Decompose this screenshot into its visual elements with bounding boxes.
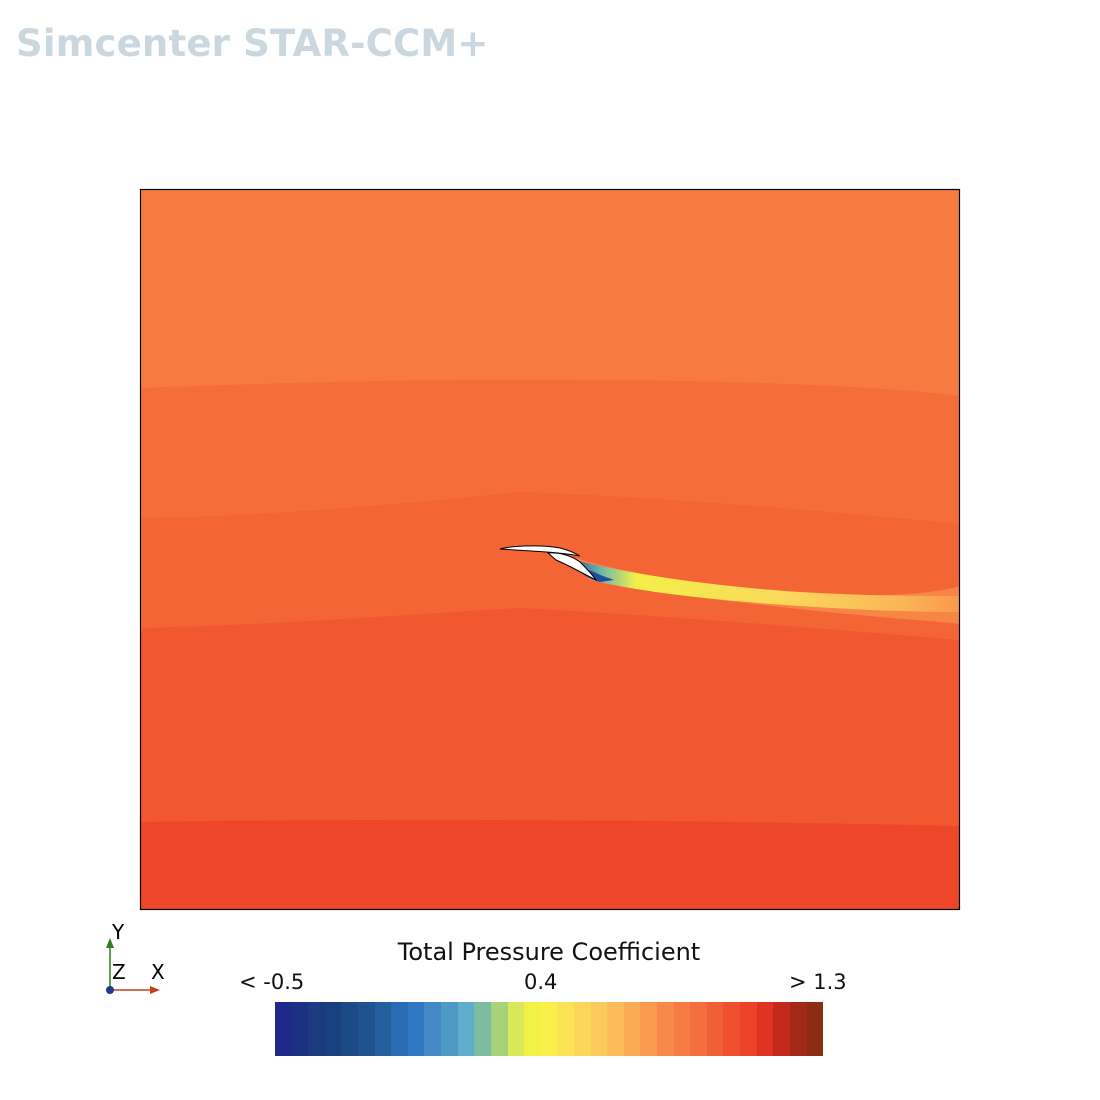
airfoil-flap-element: [546, 552, 598, 582]
colorbar-swatch: [341, 1002, 359, 1056]
field-band-5: [140, 819, 959, 909]
legend-min-label: < -0.5: [239, 970, 305, 994]
colorbar-swatch: [474, 1002, 491, 1056]
colorbar-swatch: [756, 1002, 774, 1056]
colorbar-swatch: [740, 1002, 757, 1056]
colorbar-swatch: [457, 1002, 475, 1056]
axis-label-z: Z: [112, 960, 126, 984]
colorbar-swatch: [275, 1002, 292, 1056]
legend-mid-label: 0.4: [524, 970, 558, 994]
colorbar-swatch: [490, 1002, 508, 1056]
colorbar-swatch: [640, 1002, 658, 1056]
colorbar-swatch: [673, 1002, 691, 1056]
colorbar-swatch: [441, 1002, 458, 1056]
axis-triad-graphic: [106, 938, 160, 994]
colorbar-swatch: [657, 1002, 674, 1056]
colorbar-swatch: [623, 1002, 641, 1056]
axis-label-x: X: [151, 960, 165, 984]
axis-label-y: Y: [112, 920, 125, 944]
legend-title: Total Pressure Coefficient: [397, 938, 701, 966]
brand-watermark: Simcenter STAR-CCM+: [16, 22, 489, 65]
colorbar-swatch: [524, 1002, 541, 1056]
airfoil-main-element: [499, 545, 581, 557]
colorbar-swatch: [607, 1002, 624, 1056]
colorbar-swatch: [573, 1002, 591, 1056]
wake-plume: [574, 560, 959, 612]
colorbar-swatch: [540, 1002, 558, 1056]
colorbar-swatch: [806, 1002, 824, 1056]
pressure-field: [140, 189, 959, 909]
colorbar-swatch: [407, 1002, 425, 1056]
colorbar-swatch: [424, 1002, 442, 1056]
axis-triad: Y Z X: [96, 920, 176, 1000]
colorbar-swatch: [690, 1002, 707, 1056]
colorbar-swatch: [507, 1002, 525, 1056]
colorbar-swatch: [706, 1002, 724, 1056]
colorbar-swatch: [789, 1002, 807, 1056]
colorbar-swatch: [308, 1002, 325, 1056]
legend-max-label: > 1.3: [789, 970, 847, 994]
colorbar-swatch: [723, 1002, 741, 1056]
colorbar: [275, 1002, 824, 1056]
colorbar-swatch: [391, 1002, 408, 1056]
domain-outline: [139, 188, 961, 911]
colorbar-swatch: [324, 1002, 342, 1056]
colorbar-swatch: [773, 1002, 790, 1056]
colorbar-swatch: [590, 1002, 608, 1056]
colorbar-swatch: [557, 1002, 574, 1056]
colorbar-swatch: [358, 1002, 375, 1056]
colorbar-swatch: [374, 1002, 392, 1056]
colorbar-swatch: [291, 1002, 309, 1056]
